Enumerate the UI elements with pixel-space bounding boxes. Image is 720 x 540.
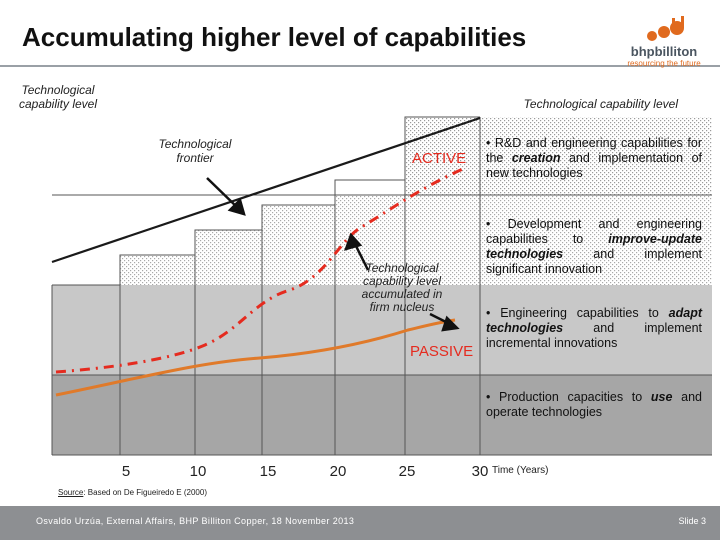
band-active [405,117,712,195]
company-logo: bhpbilliton resourcing the future [618,14,710,68]
x-axis-label: Time (Years) [492,465,549,476]
passive-arrowhead [441,315,460,332]
title-divider [0,65,720,67]
description-adapt: • Engineering capabilities to adapt tech… [486,306,702,350]
logo-name: bhpbilliton [630,44,698,59]
active-curve [55,166,466,374]
active-label: ACTIVE [412,150,467,167]
x-tick: 15 [259,463,277,480]
y-axis-label: Technological capability level [18,83,98,111]
description-creation: • R&D and engineering capabilities for t… [486,136,702,180]
x-tick: 30 [471,463,489,480]
logo-tagline: resourcing the future [627,59,701,68]
frontier-mask [52,110,712,285]
logo-mark-icon [647,16,684,41]
band-adapt [52,285,712,375]
right-axis-label: Technological capability level [523,97,678,111]
footer-bar [0,506,720,540]
accum-arrowhead [344,232,363,251]
frontier-line [51,116,481,264]
x-tick: 25 [398,463,416,480]
description-improve: • Development and engineering capabiliti… [486,217,702,276]
x-tick: 10 [189,463,207,480]
frontier-arrowhead [227,197,246,216]
slide-title: Accumulating higher level of capabilitie… [22,22,527,52]
x-tick: 5 [121,463,131,480]
passive-label: PASSIVE [410,343,474,360]
footer-credit: Osvaldo Urzúa, External Affairs, BHP Bil… [36,516,355,526]
x-tick: 20 [329,463,347,480]
frontier-label: Technological frontier [158,137,232,165]
band-use [52,375,712,455]
accumulated-label: Technological capability level accumulat… [361,261,443,314]
description-use: • Production capacities to use and opera… [486,390,702,419]
slide-number: Slide 3 [678,516,706,526]
passive-curve [55,318,456,397]
step-outlines [51,116,712,456]
source-note: Source: Based on De Figueiredo E (2000) [58,488,207,497]
